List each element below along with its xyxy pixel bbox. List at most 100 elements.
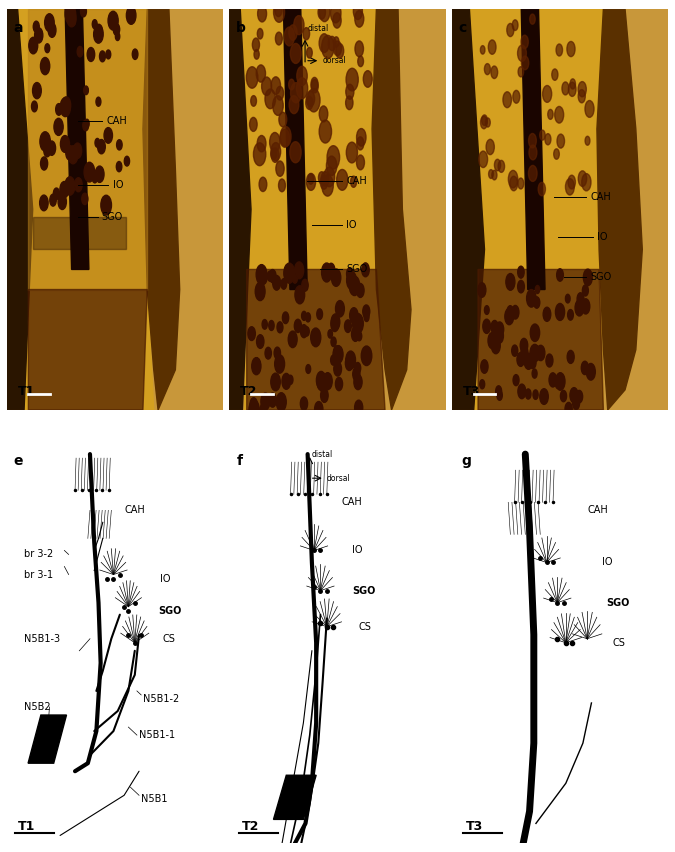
Circle shape: [289, 79, 294, 89]
Circle shape: [566, 294, 570, 303]
Circle shape: [362, 305, 370, 318]
Circle shape: [288, 375, 293, 384]
Polygon shape: [469, 9, 603, 410]
Polygon shape: [240, 9, 385, 410]
Circle shape: [308, 174, 314, 184]
Circle shape: [521, 35, 529, 49]
Circle shape: [489, 170, 493, 178]
Circle shape: [321, 263, 332, 282]
Circle shape: [575, 300, 584, 316]
Text: IO: IO: [602, 557, 613, 567]
Circle shape: [533, 346, 541, 360]
Text: br 3-2: br 3-2: [24, 550, 53, 560]
Text: CAH: CAH: [124, 505, 145, 515]
Polygon shape: [284, 9, 307, 290]
Circle shape: [577, 293, 584, 306]
Circle shape: [494, 326, 499, 336]
Circle shape: [346, 96, 353, 110]
Circle shape: [585, 136, 590, 145]
Circle shape: [101, 195, 111, 215]
Circle shape: [99, 51, 105, 62]
Circle shape: [521, 56, 529, 70]
Polygon shape: [273, 775, 316, 820]
Circle shape: [44, 144, 51, 157]
Circle shape: [65, 176, 75, 195]
Circle shape: [317, 371, 326, 389]
Circle shape: [269, 132, 280, 152]
Circle shape: [254, 49, 259, 59]
Circle shape: [257, 135, 266, 152]
Circle shape: [350, 176, 356, 187]
Circle shape: [537, 345, 545, 360]
Circle shape: [34, 28, 43, 43]
Circle shape: [70, 16, 76, 26]
Circle shape: [48, 141, 55, 155]
Circle shape: [327, 263, 335, 277]
Circle shape: [521, 346, 528, 359]
Text: N5B1: N5B1: [141, 794, 167, 804]
Circle shape: [349, 276, 360, 296]
Text: CAH: CAH: [106, 116, 127, 126]
Circle shape: [485, 118, 490, 127]
Circle shape: [545, 134, 551, 145]
Circle shape: [58, 194, 66, 210]
Circle shape: [324, 167, 335, 187]
Circle shape: [555, 106, 564, 123]
Text: g: g: [461, 454, 471, 468]
Circle shape: [32, 101, 37, 112]
Circle shape: [258, 5, 267, 22]
Circle shape: [319, 34, 329, 53]
Text: SGO: SGO: [346, 264, 367, 274]
Circle shape: [273, 275, 281, 291]
Circle shape: [481, 116, 487, 129]
Text: e: e: [13, 454, 23, 468]
Circle shape: [253, 358, 260, 370]
Text: a: a: [14, 20, 23, 35]
Circle shape: [113, 24, 119, 35]
Circle shape: [568, 309, 573, 320]
Circle shape: [585, 101, 594, 118]
Circle shape: [529, 356, 536, 369]
Text: T1: T1: [18, 385, 35, 398]
Circle shape: [333, 41, 342, 55]
Text: IO: IO: [346, 221, 356, 230]
Polygon shape: [521, 9, 545, 290]
Circle shape: [530, 344, 539, 362]
Circle shape: [306, 174, 316, 190]
Circle shape: [356, 129, 366, 146]
Circle shape: [248, 327, 255, 341]
Circle shape: [364, 313, 369, 321]
Circle shape: [357, 137, 364, 150]
Circle shape: [520, 338, 528, 353]
Circle shape: [104, 128, 113, 143]
Circle shape: [276, 161, 284, 176]
Circle shape: [532, 369, 537, 378]
Circle shape: [277, 322, 283, 333]
Text: N5B1-1: N5B1-1: [139, 730, 176, 740]
Circle shape: [358, 56, 364, 66]
Circle shape: [578, 89, 585, 103]
Circle shape: [565, 402, 572, 416]
Circle shape: [518, 66, 524, 77]
Circle shape: [479, 151, 487, 168]
Text: SGO: SGO: [591, 273, 612, 283]
Circle shape: [582, 299, 590, 314]
Circle shape: [334, 362, 342, 376]
Text: dorsal: dorsal: [323, 56, 346, 66]
Circle shape: [510, 176, 518, 191]
Circle shape: [50, 194, 56, 206]
Circle shape: [556, 380, 560, 389]
Circle shape: [297, 66, 307, 85]
Circle shape: [294, 320, 302, 332]
Text: IO: IO: [597, 233, 608, 242]
Circle shape: [116, 162, 122, 172]
Circle shape: [84, 162, 95, 182]
Circle shape: [495, 328, 504, 343]
Circle shape: [344, 320, 351, 332]
Circle shape: [554, 149, 560, 159]
Circle shape: [246, 66, 258, 89]
Circle shape: [346, 356, 353, 371]
Circle shape: [570, 388, 578, 403]
Circle shape: [543, 308, 551, 321]
Circle shape: [546, 354, 553, 367]
